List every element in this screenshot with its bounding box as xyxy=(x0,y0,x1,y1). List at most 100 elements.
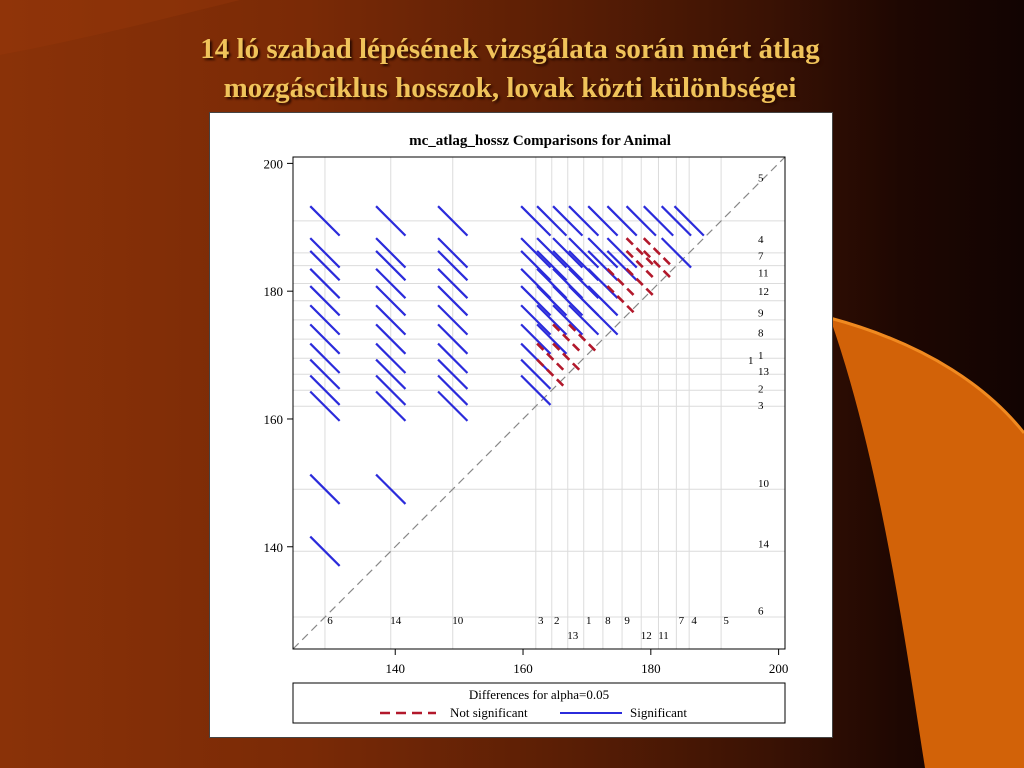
animal-label-bottom: 11 xyxy=(658,630,669,642)
animal-label-bottom: 14 xyxy=(390,615,402,627)
animal-label-bottom: 5 xyxy=(723,615,729,627)
segment-significant xyxy=(437,304,469,336)
segment-significant xyxy=(520,285,552,317)
animal-label-right: 5 xyxy=(758,172,764,184)
segment-not-significant xyxy=(642,250,675,282)
segment-significant xyxy=(520,237,552,269)
segment-significant xyxy=(536,250,568,282)
segment-significant xyxy=(309,390,341,422)
segment-significant xyxy=(437,342,469,374)
diagonal-reference-line xyxy=(292,156,786,650)
animal-label-bottom: 6 xyxy=(327,615,333,627)
animal-label-right: 12 xyxy=(758,286,769,298)
animal-label-bottom: 9 xyxy=(624,615,630,627)
segment-significant xyxy=(606,205,638,237)
animal-label-bottom: 8 xyxy=(605,615,611,627)
animal-label-right: 6 xyxy=(758,606,764,618)
animal-label-right: 2 xyxy=(758,383,764,395)
segment-significant xyxy=(375,205,407,237)
segment-significant xyxy=(437,390,469,422)
segment-significant xyxy=(375,237,407,269)
segment-significant xyxy=(552,237,584,269)
segment-significant xyxy=(375,250,407,282)
legend-not-significant-label: Not significant xyxy=(450,705,528,720)
animal-label-right: 1 xyxy=(758,350,764,362)
segment-significant xyxy=(375,323,407,355)
segment-significant xyxy=(587,237,619,269)
animal-label-bottom: 12 xyxy=(641,630,652,642)
animal-label-right: 4 xyxy=(758,234,764,246)
y-tick-label: 160 xyxy=(264,412,284,427)
segment-significant xyxy=(375,358,407,390)
x-tick-label: 180 xyxy=(641,661,661,676)
diffogram-chart: mc_atlag_hossz Comparisons for Animal 6 1… xyxy=(264,133,789,724)
segment-significant xyxy=(520,342,552,374)
segment-significant xyxy=(552,205,584,237)
animal-label-right: 7 xyxy=(758,250,764,262)
x-tick-label: 140 xyxy=(385,661,405,676)
segment-significant xyxy=(552,250,584,282)
animal-label-right: 1 xyxy=(748,355,754,367)
segment-not-significant xyxy=(552,323,584,355)
segment-significant xyxy=(309,374,341,406)
y-tick-label: 200 xyxy=(264,156,284,171)
segment-significant xyxy=(309,342,341,374)
segment-significant xyxy=(437,358,469,390)
slide-title: 14 ló szabad lépésének vizsgálata során … xyxy=(60,30,960,108)
segment-significant xyxy=(568,304,600,336)
segment-not-significant xyxy=(552,342,584,374)
axes: 140 160 180 200 140 160 180 200 xyxy=(264,156,789,676)
segment-significant xyxy=(309,473,341,505)
animal-label-bottom: 10 xyxy=(452,615,464,627)
segment-not-significant xyxy=(625,237,657,269)
comparison-segments xyxy=(309,205,705,567)
segment-significant xyxy=(309,358,341,390)
segment-not-significant xyxy=(642,237,675,269)
segment-significant xyxy=(375,342,407,374)
segment-significant xyxy=(568,237,600,269)
segment-significant xyxy=(587,285,619,317)
plot-frame xyxy=(292,156,786,650)
segment-not-significant xyxy=(606,267,638,300)
segment-not-significant xyxy=(625,250,657,282)
segment-significant xyxy=(536,304,568,336)
segment-significant xyxy=(643,205,674,237)
legend-significant-label: Significant xyxy=(630,705,687,720)
slide-title-line-2: mozgásciklus hosszok, lovak közti különb… xyxy=(223,72,797,104)
segment-significant xyxy=(375,285,407,317)
segment-significant xyxy=(536,205,568,237)
segment-significant xyxy=(660,205,692,237)
segment-significant xyxy=(309,237,341,269)
animal-label-right: 9 xyxy=(758,307,764,319)
animal-label-right: 3 xyxy=(758,400,764,412)
segment-significant xyxy=(520,358,552,390)
segment-significant xyxy=(437,323,469,355)
grid-lines xyxy=(293,157,785,649)
segment-significant xyxy=(375,473,407,505)
slide-title-line-1: 14 ló szabad lépésének vizsgálata során … xyxy=(200,33,820,65)
segment-significant xyxy=(437,374,469,406)
orange-swoosh-shape xyxy=(830,318,1024,768)
segment-significant xyxy=(673,205,705,237)
segment-significant xyxy=(606,237,638,269)
animal-label-bottom: 2 xyxy=(554,615,560,627)
segment-significant xyxy=(536,285,568,317)
segment-significant xyxy=(587,205,619,237)
animal-label-right: 14 xyxy=(758,539,770,551)
segment-significant xyxy=(375,304,407,336)
segment-significant xyxy=(520,374,552,406)
segment-significant xyxy=(437,268,469,299)
animal-label-right: 8 xyxy=(758,328,764,340)
animal-label-right: 10 xyxy=(758,478,770,490)
segment-significant xyxy=(587,268,619,299)
segment-significant xyxy=(552,304,584,336)
chart-panel: mc_atlag_hossz Comparisons for Animal 6 1… xyxy=(209,112,833,738)
animal-label-bottom: 1 xyxy=(586,615,592,627)
segment-significant xyxy=(568,205,600,237)
segment-significant xyxy=(625,205,657,237)
segment-significant xyxy=(536,237,568,269)
chart-title: mc_atlag_hossz Comparisons for Animal xyxy=(409,133,671,149)
legend-box xyxy=(292,682,786,724)
